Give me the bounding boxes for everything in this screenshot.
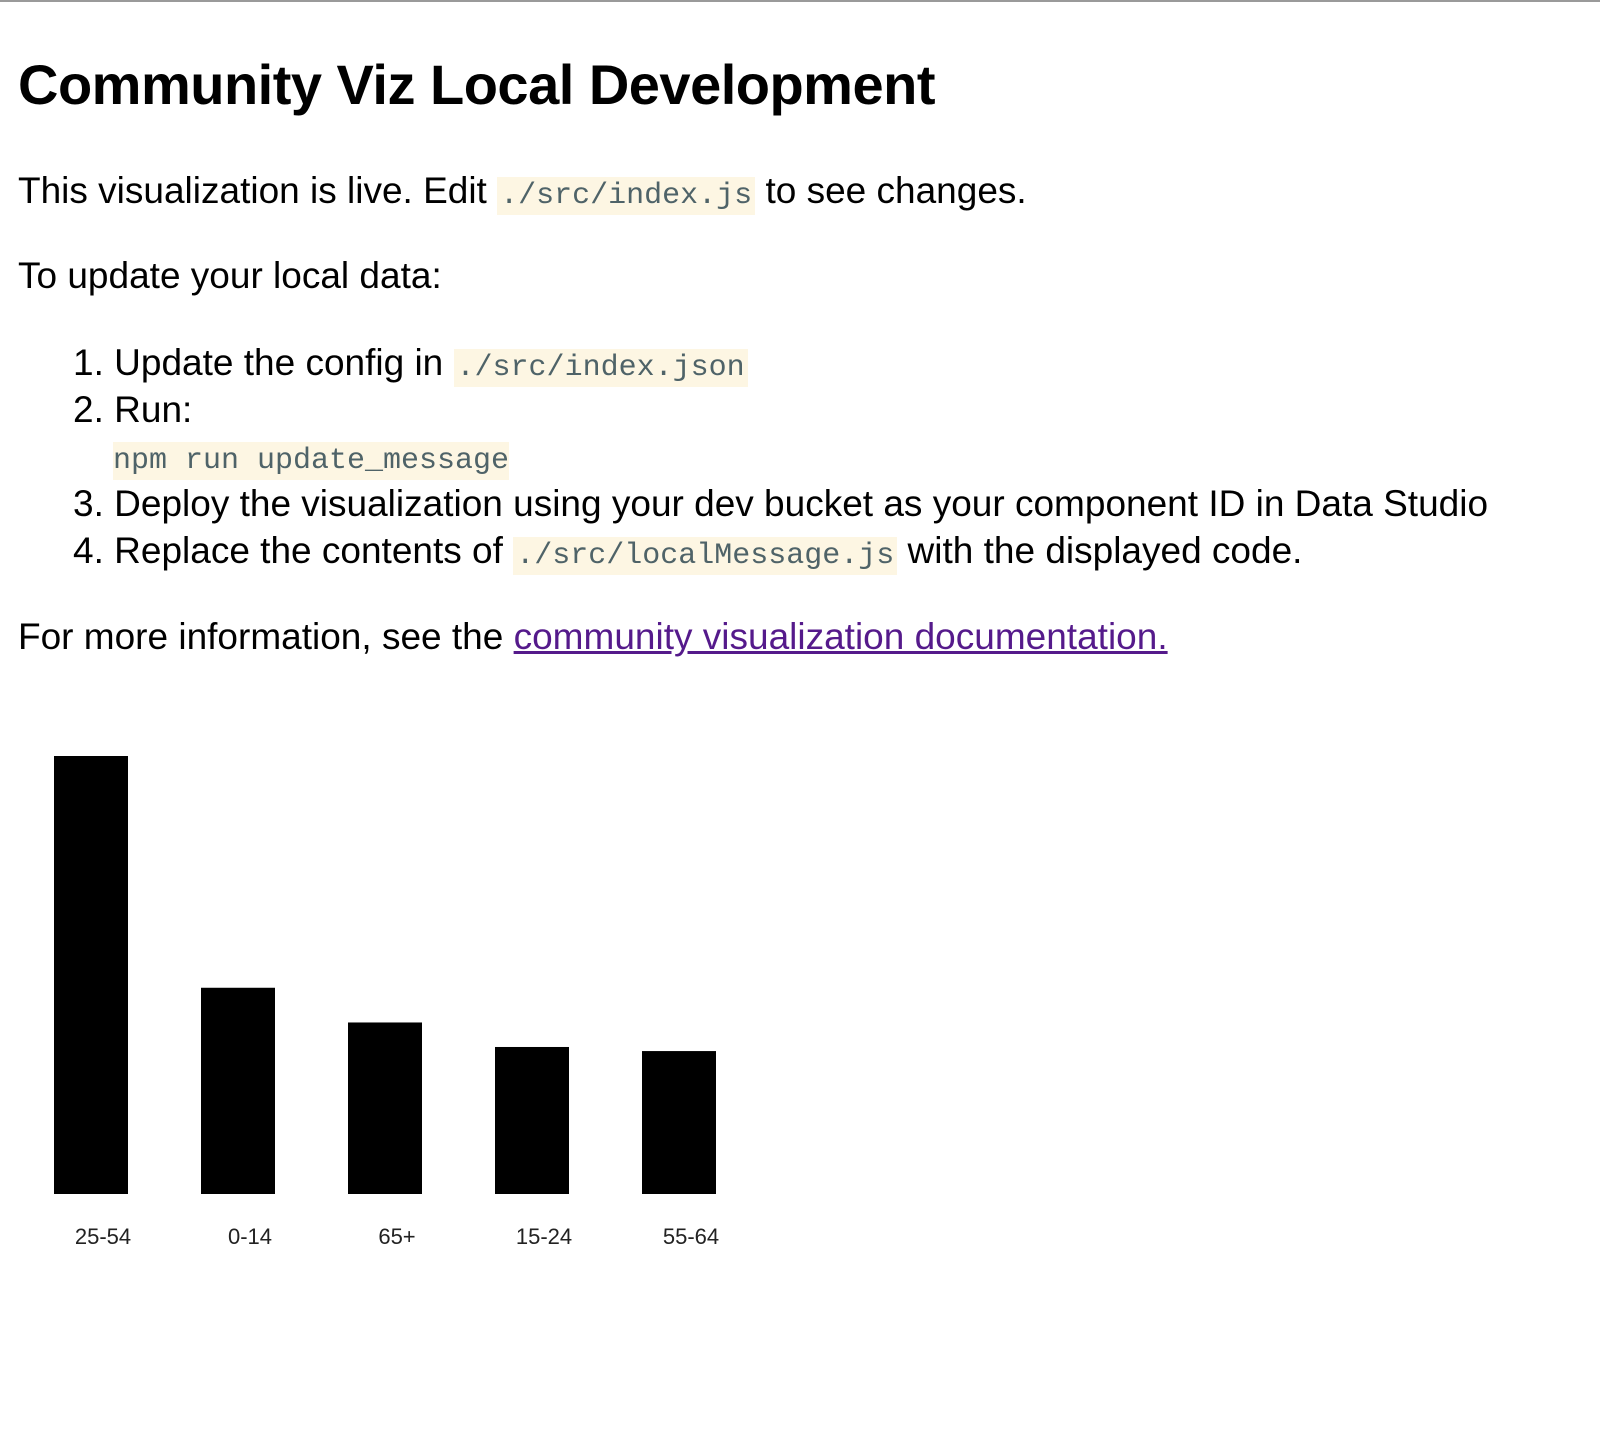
- bar-15-24: [495, 1046, 569, 1194]
- npm-command: npm run update_message: [113, 442, 510, 480]
- step-number: 2.: [73, 389, 104, 430]
- npm-command-code: npm run update_message: [113, 442, 510, 480]
- x-tick-label: 25-54: [75, 1224, 131, 1249]
- index-js-code: ./src/index.js: [497, 177, 756, 215]
- step-text-after: with the displayed code.: [907, 530, 1303, 571]
- step-number: 3.: [73, 483, 104, 524]
- step-4: 4. Replace the contents of ./src/localMe…: [73, 530, 1303, 575]
- step-number: 4.: [73, 530, 104, 571]
- step-text: Deploy the visualization using your dev …: [114, 483, 1489, 524]
- index-json-code: ./src/index.json: [453, 349, 748, 387]
- step-text: Update the config in: [114, 342, 444, 383]
- bar-65+: [348, 1022, 422, 1194]
- intro-text: This visualization is live. Edit: [18, 170, 487, 211]
- x-tick-label: 65+: [378, 1224, 415, 1249]
- more-info-text: For more information, see the: [18, 616, 504, 657]
- update-heading: To update your local data:: [18, 255, 442, 296]
- bar-55-64: [642, 1051, 716, 1194]
- documentation-link[interactable]: community visualization documentation.: [513, 616, 1168, 657]
- bar-25-54: [54, 756, 128, 1194]
- step-1: 1. Update the config in ./src/index.json: [73, 342, 748, 387]
- x-tick-label: 55-64: [663, 1224, 719, 1249]
- page-title: Community Viz Local Development: [18, 53, 935, 116]
- step-text: Replace the contents of: [114, 530, 503, 571]
- local-message-code: ./src/localMessage.js: [513, 537, 898, 575]
- step-2: 2. Run:: [73, 389, 192, 431]
- intro-paragraph: This visualization is live. Edit ./src/i…: [18, 170, 1027, 215]
- intro-text-after: to see changes.: [765, 170, 1027, 211]
- step-number: 1.: [73, 342, 104, 383]
- bar-0-14: [201, 987, 275, 1194]
- more-info-paragraph: For more information, see the community …: [18, 616, 1168, 658]
- x-tick-label: 0-14: [228, 1224, 272, 1249]
- step-3: 3. Deploy the visualization using your d…: [73, 483, 1488, 525]
- x-tick-label: 15-24: [516, 1224, 572, 1249]
- step-text: Run:: [114, 389, 193, 430]
